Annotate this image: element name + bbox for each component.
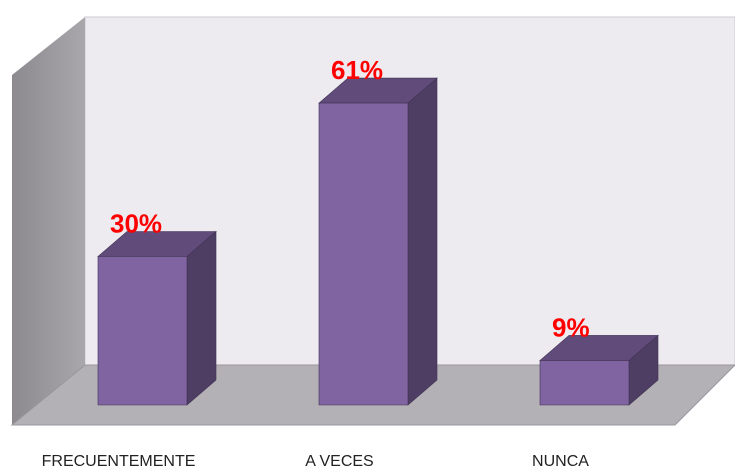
bar bbox=[539, 334, 659, 406]
value-label: 30% bbox=[110, 208, 162, 238]
x-tick-label: NUNCA bbox=[532, 453, 589, 470]
x-tick-label: A VECES bbox=[305, 453, 373, 470]
value-label: 9% bbox=[552, 312, 590, 342]
bar-side bbox=[186, 230, 217, 406]
bar-side bbox=[407, 77, 438, 406]
bar bbox=[318, 77, 438, 406]
bar-front bbox=[97, 256, 188, 406]
bar-front bbox=[318, 102, 409, 406]
value-label: 61% bbox=[331, 55, 383, 85]
x-tick-label: FRECUENTEMENTE bbox=[42, 453, 196, 470]
bar bbox=[97, 230, 217, 406]
bar-front bbox=[539, 360, 630, 406]
side-wall bbox=[12, 17, 85, 425]
